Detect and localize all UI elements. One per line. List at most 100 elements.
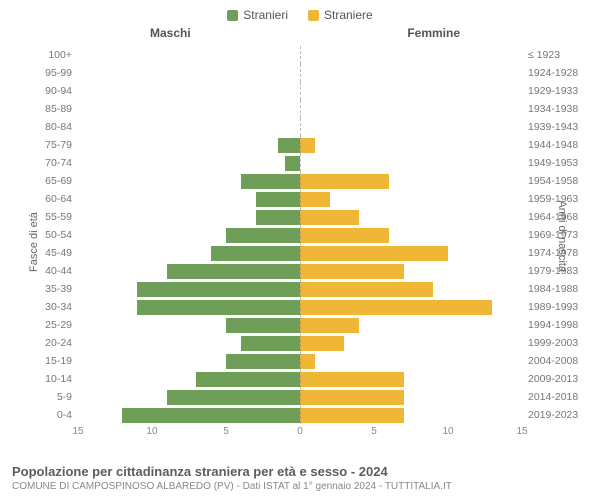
bar-male: [285, 156, 300, 171]
birth-year-label: 1929-1933: [522, 85, 582, 97]
pyramid-row: 95-991924-1928: [18, 64, 582, 82]
birth-year-label: 1964-1968: [522, 211, 582, 223]
bar-female: [300, 210, 359, 225]
age-label: 75-79: [18, 139, 78, 151]
age-label: 25-29: [18, 319, 78, 331]
pyramid-row: 0-42019-2023: [18, 406, 582, 424]
bar-pair: [78, 316, 522, 334]
header-female: Femmine: [407, 26, 460, 40]
birth-year-label: 1944-1948: [522, 139, 582, 151]
legend-item-female: Straniere: [308, 8, 373, 22]
bar-male: [226, 318, 300, 333]
bar-female: [300, 138, 315, 153]
bar-female: [300, 390, 404, 405]
pyramid-row: 40-44 1979-1983: [18, 262, 582, 280]
birth-year-label: 1949-1953: [522, 157, 582, 169]
bar-female: [300, 246, 448, 261]
swatch-male: [227, 10, 238, 21]
bar-female: [300, 354, 315, 369]
birth-year-label: 2019-2023: [522, 409, 582, 421]
bar-male: [241, 336, 300, 351]
pyramid-row: 10-14 2009-2013: [18, 370, 582, 388]
birth-year-label: 1999-2003: [522, 337, 582, 349]
pyramid-row: 75-79 1944-1948: [18, 136, 582, 154]
x-tick: 15: [72, 426, 83, 437]
pyramid-row: 55-59 1964-1968: [18, 208, 582, 226]
bar-female: [300, 336, 344, 351]
birth-year-label: 1924-1928: [522, 67, 582, 79]
header-male: Maschi: [150, 26, 191, 40]
pyramid-row: 85-891934-1938: [18, 100, 582, 118]
bar-pair: [78, 388, 522, 406]
bar-female: [300, 318, 359, 333]
age-label: 55-59: [18, 211, 78, 223]
legend-label-male: Stranieri: [243, 8, 288, 22]
x-tick: 15: [516, 426, 527, 437]
chart-title: Popolazione per cittadinanza straniera p…: [12, 464, 588, 479]
bar-female: [300, 300, 492, 315]
pyramid-row: 90-941929-1933: [18, 82, 582, 100]
birth-year-label: 2004-2008: [522, 355, 582, 367]
bar-male: [226, 354, 300, 369]
pyramid-row: 65-691954-1958: [18, 172, 582, 190]
pyramid-chart: 100+≤ 192395-991924-192890-941929-193385…: [18, 46, 582, 424]
x-tick: 0: [297, 426, 303, 437]
age-label: 10-14: [18, 373, 78, 385]
bar-pair: [78, 154, 522, 172]
birth-year-label: 1979-1983: [522, 265, 582, 277]
bar-pair: [78, 370, 522, 388]
bar-pair: [78, 118, 522, 136]
bar-male: [241, 174, 300, 189]
bar-female: [300, 282, 433, 297]
x-tick: 5: [371, 426, 377, 437]
pyramid-row: 5-92014-2018: [18, 388, 582, 406]
age-label: 40-44: [18, 265, 78, 277]
age-label: 20-24: [18, 337, 78, 349]
pyramid-row: 25-29 1994-1998: [18, 316, 582, 334]
bar-male: [211, 246, 300, 261]
bar-male: [256, 210, 300, 225]
x-tick: 10: [442, 426, 453, 437]
bar-pair: [78, 100, 522, 118]
bar-pair: [78, 136, 522, 154]
bar-pair: [78, 82, 522, 100]
birth-year-label: 2009-2013: [522, 373, 582, 385]
birth-year-label: 1984-1988: [522, 283, 582, 295]
bar-female: [300, 192, 330, 207]
pyramid-row: 100+≤ 1923: [18, 46, 582, 64]
x-tick: 5: [223, 426, 229, 437]
bar-male: [137, 300, 300, 315]
birth-year-label: 1969-1973: [522, 229, 582, 241]
column-headers: Maschi Femmine: [0, 26, 600, 42]
birth-year-label: 1934-1938: [522, 103, 582, 115]
bar-pair: [78, 352, 522, 370]
age-label: 70-74: [18, 157, 78, 169]
bar-female: [300, 408, 404, 423]
bar-male: [167, 390, 300, 405]
birth-year-label: 1994-1998: [522, 319, 582, 331]
bar-pair: [78, 190, 522, 208]
bar-male: [196, 372, 300, 387]
age-label: 80-84: [18, 121, 78, 133]
bar-female: [300, 228, 389, 243]
bar-pair: [78, 298, 522, 316]
pyramid-row: 80-84 1939-1943: [18, 118, 582, 136]
birth-year-label: 1989-1993: [522, 301, 582, 313]
age-label: 50-54: [18, 229, 78, 241]
bar-male: [167, 264, 300, 279]
age-label: 60-64: [18, 193, 78, 205]
pyramid-row: 60-641959-1963: [18, 190, 582, 208]
bar-female: [300, 372, 404, 387]
legend-label-female: Straniere: [324, 8, 373, 22]
birth-year-label: 1939-1943: [522, 121, 582, 133]
bar-male: [122, 408, 300, 423]
age-label: 65-69: [18, 175, 78, 187]
bar-pair: [78, 406, 522, 424]
swatch-female: [308, 10, 319, 21]
pyramid-row: 70-74 1949-1953: [18, 154, 582, 172]
bar-male: [256, 192, 300, 207]
pyramid-row: 15-192004-2008: [18, 352, 582, 370]
pyramid-row: 50-54 1969-1973: [18, 226, 582, 244]
bar-pair: [78, 226, 522, 244]
bar-female: [300, 174, 389, 189]
